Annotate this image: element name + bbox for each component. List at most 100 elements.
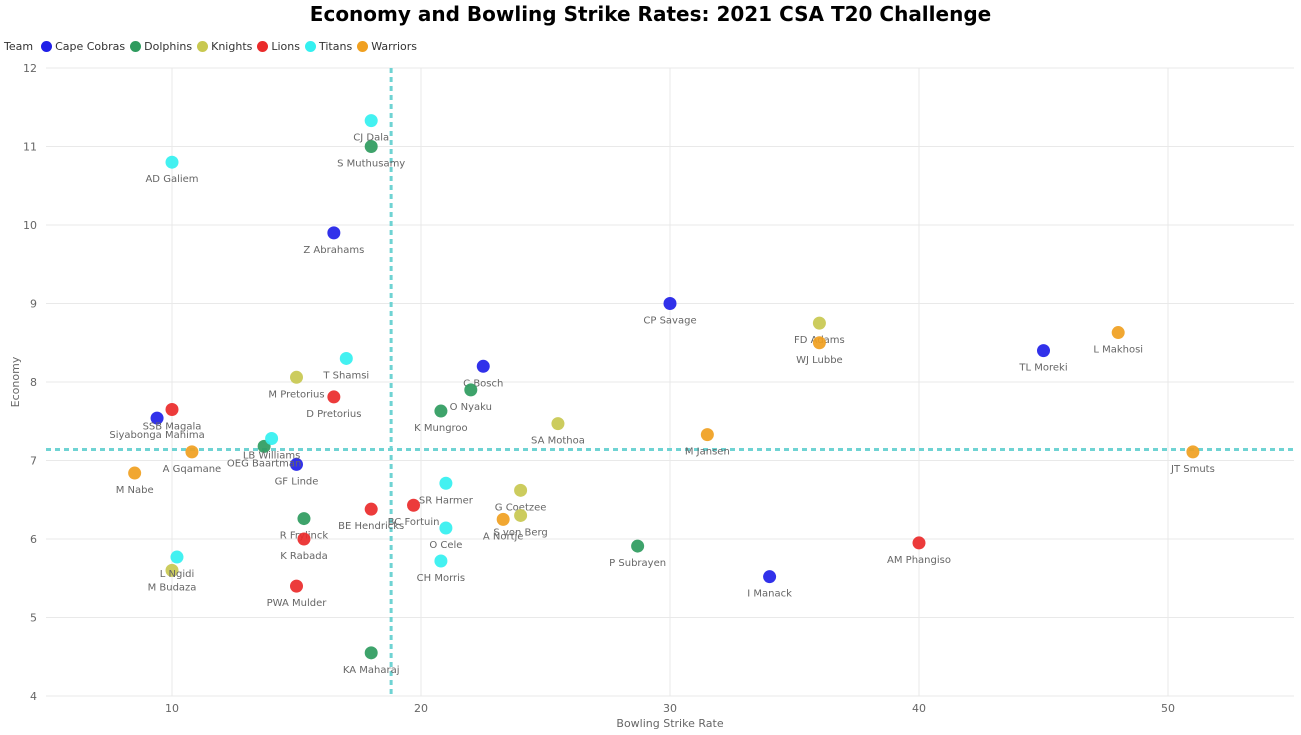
data-label: Siyabonga Mahima (109, 430, 204, 441)
data-point[interactable] (165, 402, 179, 416)
data-label: AD Galiem (145, 174, 198, 185)
data-label: GF Linde (275, 476, 319, 487)
data-point[interactable] (434, 404, 448, 418)
data-label: C Bosch (463, 378, 503, 389)
data-point[interactable] (297, 532, 311, 546)
data-label: G Coetzee (495, 502, 547, 513)
data-label: SR Harmer (419, 495, 474, 506)
data-point[interactable] (551, 417, 565, 431)
data-label: TL Moreki (1018, 363, 1067, 374)
data-point[interactable] (170, 550, 184, 564)
data-point[interactable] (265, 432, 279, 446)
data-point[interactable] (812, 316, 826, 330)
legend-label: Lions (271, 39, 300, 53)
data-label: OEG Baartman (227, 458, 301, 469)
data-label: S von Berg (493, 527, 547, 538)
legend-item[interactable]: Warriors (357, 40, 417, 53)
legend: Team Cape Cobras Dolphins Knights Lions Tita… (4, 38, 422, 54)
data-point[interactable] (496, 512, 510, 526)
data-point[interactable] (364, 502, 378, 516)
x-tick-label: 10 (165, 702, 179, 715)
x-axis-label: Bowling Strike Rate (616, 717, 723, 730)
y-tick-label: 12 (23, 62, 37, 75)
data-label: JT Smuts (1170, 464, 1215, 475)
data-point[interactable] (290, 457, 303, 471)
data-label: CJ Dala (353, 133, 389, 144)
x-tick-label: 40 (912, 702, 926, 715)
data-label: A Nortje (483, 531, 524, 542)
data-point[interactable] (364, 646, 378, 660)
legend-item[interactable]: Lions (257, 40, 300, 53)
legend-item[interactable]: Dolphins (130, 40, 192, 53)
data-point[interactable] (290, 370, 303, 384)
data-point[interactable] (1037, 344, 1050, 358)
data-point[interactable] (407, 498, 421, 512)
data-label: KA Maharaj (343, 665, 400, 676)
data-point[interactable] (434, 554, 448, 568)
data-label: M Budaza (148, 582, 197, 593)
y-tick-label: 5 (30, 612, 37, 625)
data-point[interactable] (631, 539, 645, 553)
data-label: O Nyaku (450, 402, 492, 413)
data-point[interactable] (514, 483, 528, 497)
data-label: O Cele (429, 540, 462, 551)
legend-item[interactable]: Cape Cobras (41, 40, 125, 53)
data-point[interactable] (339, 351, 353, 365)
data-label: K Mungroo (414, 423, 468, 434)
data-point[interactable] (763, 570, 777, 584)
data-label: PWA Mulder (267, 598, 328, 609)
data-point[interactable] (128, 466, 142, 480)
data-point[interactable] (812, 336, 826, 350)
data-point[interactable] (439, 521, 453, 535)
data-label: T Shamsi (322, 370, 369, 381)
legend-item[interactable]: Titans (305, 40, 352, 53)
legend-label: Warriors (371, 39, 418, 53)
legend-title: Team (4, 39, 34, 53)
data-label: M Nabe (116, 485, 154, 496)
data-point[interactable] (912, 536, 926, 550)
data-point[interactable] (150, 411, 164, 425)
data-point[interactable] (290, 579, 303, 593)
data-point[interactable] (327, 226, 341, 240)
data-point[interactable] (1186, 445, 1200, 459)
data-point[interactable] (297, 512, 311, 526)
y-axis-label: Economy (9, 356, 22, 407)
data-point[interactable] (327, 390, 341, 404)
data-point[interactable] (185, 445, 199, 459)
data-label: L Ngidi (160, 569, 194, 580)
data-point[interactable] (439, 476, 453, 490)
data-label: I Manack (747, 589, 792, 600)
data-label: LB Williams (243, 451, 300, 462)
data-label: K Rabada (280, 551, 328, 562)
data-point[interactable] (165, 563, 179, 577)
x-tick-label: 50 (1161, 702, 1175, 715)
data-label: AM Phangiso (887, 555, 951, 566)
data-label: M Pretorius (268, 389, 324, 400)
legend-marker (305, 40, 316, 52)
data-label: SA Mothoa (531, 436, 585, 447)
legend-item[interactable]: Knights (197, 40, 252, 53)
y-tick-label: 9 (30, 298, 37, 311)
legend-label: Cape Cobras (55, 39, 126, 53)
data-point[interactable] (700, 428, 714, 442)
y-tick-label: 7 (30, 455, 37, 468)
data-label: Z Abrahams (303, 245, 364, 256)
data-label: BC Fortuin (388, 517, 440, 528)
data-label: P Subrayen (609, 558, 666, 569)
y-tick-label: 10 (23, 219, 37, 232)
data-point[interactable] (1111, 326, 1125, 340)
y-tick-label: 4 (30, 690, 37, 703)
data-point[interactable] (364, 114, 378, 128)
data-point[interactable] (663, 297, 677, 310)
data-point[interactable] (514, 508, 528, 522)
data-label: SSB Magala (143, 421, 202, 432)
legend-marker (357, 40, 369, 52)
chart-title: Economy and Bowling Strike Rates: 2021 C… (309, 2, 992, 26)
data-label: CP Savage (643, 316, 696, 327)
x-tick-label: 20 (414, 702, 428, 715)
data-point[interactable] (464, 383, 478, 397)
data-point[interactable] (364, 140, 378, 153)
data-point[interactable] (476, 359, 490, 373)
data-point[interactable] (165, 155, 179, 169)
